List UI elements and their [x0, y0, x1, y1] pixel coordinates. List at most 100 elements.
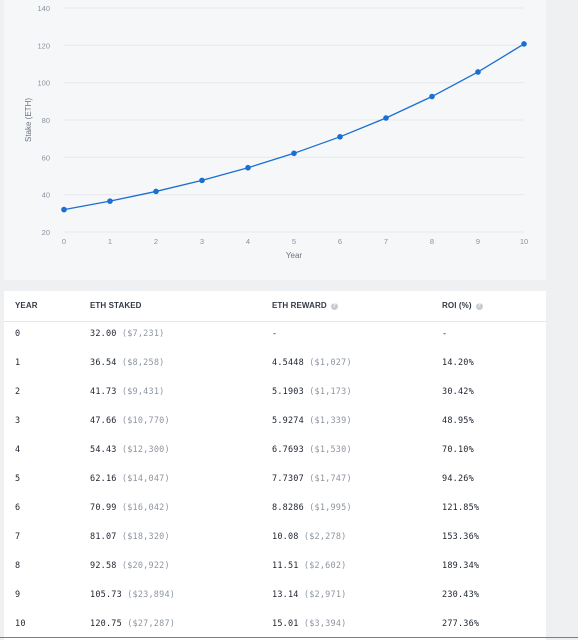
year-value: 3 [15, 416, 21, 426]
x-tick-label: 1 [108, 237, 112, 246]
x-tick-label: 6 [338, 237, 342, 246]
year-value: 6 [15, 503, 21, 513]
x-tick-label: 10 [520, 237, 528, 246]
eth-staked-value: 36.54 [90, 358, 117, 368]
eth-reward-value: 7.7307 [272, 474, 304, 484]
eth-staked-value: 70.99 [90, 503, 117, 513]
eth-staked-usd: ($12,300) [116, 445, 170, 455]
eth-staked-usd: ($10,770) [116, 416, 170, 426]
cell-eth-reward: 10.08 ($2,278) [272, 532, 346, 542]
stake-growth-chart: 20 40 60 80 100 120 140 0 1 2 3 4 5 6 7 8 9 10 Year Stake (… [4, 0, 546, 280]
roi-value: 70.10% [442, 445, 474, 455]
eth-staked-usd: ($14,047) [116, 474, 170, 484]
eth-reward-usd: ($1,339) [303, 416, 352, 426]
year-value: 7 [15, 532, 21, 542]
cell-year: 10 [15, 619, 26, 629]
cell-eth-staked: 62.16 ($14,047) [90, 474, 170, 484]
cell-year: 9 [15, 590, 20, 600]
roi-value: 94.26% [442, 474, 474, 484]
table-row: 5 62.16 ($14,047) 7.7307 ($1,747) 94.26% [4, 466, 546, 495]
eth-reward-value: 15.01 [272, 619, 299, 629]
cell-roi: - [442, 329, 447, 339]
data-point [383, 115, 389, 121]
eth-reward-usd: ($2,278) [298, 532, 347, 542]
cell-eth-staked: 81.07 ($18,320) [90, 532, 170, 542]
x-tick-label: 8 [430, 237, 434, 246]
cell-year: 7 [15, 532, 20, 542]
eth-staked-usd: ($18,320) [116, 532, 170, 542]
header-year: YEAR [15, 301, 38, 310]
year-value: 0 [15, 329, 21, 339]
cell-eth-reward: 15.01 ($3,394) [272, 619, 346, 629]
y-tick-label: 100 [37, 79, 50, 88]
eth-reward-usd: ($1,995) [303, 503, 352, 513]
cell-eth-staked: 70.99 ($16,042) [90, 503, 170, 513]
roi-value: 121.85% [442, 503, 480, 513]
cell-roi: 189.34% [442, 561, 479, 571]
eth-staked-usd: ($20,922) [116, 561, 170, 571]
eth-reward-usd: ($1,530) [303, 445, 352, 455]
cell-eth-staked: 54.43 ($12,300) [90, 445, 170, 455]
y-tick-label: 20 [42, 228, 50, 237]
question-circle-icon[interactable]: ? [475, 303, 483, 310]
data-point [61, 206, 67, 213]
eth-staked-usd: ($27,287) [121, 619, 176, 629]
cell-year: 5 [15, 474, 20, 484]
eth-reward-usd: ($2,602) [298, 561, 347, 571]
data-point [291, 150, 297, 157]
cell-eth-reward: 4.5448 ($1,027) [272, 358, 352, 368]
data-point [429, 93, 435, 100]
roi-value: 14.20% [442, 358, 474, 368]
data-point [199, 177, 205, 184]
question-circle-icon[interactable]: ? [330, 303, 338, 310]
roi-value: - [442, 329, 448, 339]
cell-roi: 70.10% [442, 445, 474, 455]
cell-year: 1 [15, 358, 20, 368]
eth-reward-usd: ($1,027) [303, 358, 352, 368]
eth-staked-value: 54.43 [90, 445, 117, 455]
cell-eth-reward: 8.8286 ($1,995) [272, 503, 352, 513]
year-value: 8 [15, 561, 21, 571]
cell-roi: 48.95% [442, 416, 474, 426]
table-row: 6 70.99 ($16,042) 8.8286 ($1,995) 121.85% [4, 495, 546, 524]
year-value: 4 [15, 445, 21, 455]
data-point [521, 41, 527, 47]
eth-reward-usd: ($2,971) [298, 590, 347, 600]
y-tick-label: 60 [42, 153, 50, 162]
cell-year: 2 [15, 387, 20, 397]
eth-staked-usd: ($23,894) [121, 590, 176, 600]
table-row: 7 81.07 ($18,320) 10.08 ($2,278) 153.36% [4, 524, 546, 553]
data-point [475, 69, 481, 75]
eth-reward-value: 13.14 [272, 590, 299, 600]
table-row: 0 32.00 ($7,231) - - [4, 321, 546, 350]
roi-value: 48.95% [442, 416, 474, 426]
roi-value: 189.34% [442, 561, 480, 571]
cell-eth-staked: 36.54 ($8,258) [90, 358, 164, 368]
x-tick-label: 9 [476, 237, 480, 246]
eth-reward-usd: ($1,747) [303, 474, 352, 484]
data-point [107, 198, 113, 204]
cell-roi: 30.42% [442, 387, 474, 397]
cell-eth-staked: 120.75 ($27,287) [90, 619, 175, 629]
eth-staked-usd: ($16,042) [116, 503, 170, 513]
eth-reward-value: 6.7693 [272, 445, 304, 455]
series-line [63, 43, 525, 211]
cell-eth-reward: 13.14 ($2,971) [272, 590, 346, 600]
y-tick-label: 120 [37, 41, 50, 50]
eth-staked-value: 62.16 [90, 474, 117, 484]
table-header: YEAR ETH STAKED ETH REWARD? ROI (%)? [4, 291, 546, 322]
cell-eth-reward: 7.7307 ($1,747) [272, 474, 352, 484]
eth-reward-usd: ($1,173) [303, 387, 352, 397]
eth-staked-value: 41.73 [90, 387, 117, 397]
x-tick-label: 0 [62, 237, 66, 246]
eth-reward-value: 8.8286 [272, 503, 304, 513]
cell-eth-staked: 105.73 ($23,894) [90, 590, 175, 600]
y-axis-label: Stake (ETH) [24, 98, 33, 142]
y-tick-label: 40 [42, 191, 50, 200]
x-tick-label: 4 [246, 237, 250, 246]
eth-reward-usd: ($3,394) [298, 619, 347, 629]
eth-staked-value: 92.58 [90, 561, 117, 571]
cell-year: 4 [15, 445, 20, 455]
cell-roi: 121.85% [442, 503, 479, 513]
cell-year: 0 [15, 329, 20, 339]
